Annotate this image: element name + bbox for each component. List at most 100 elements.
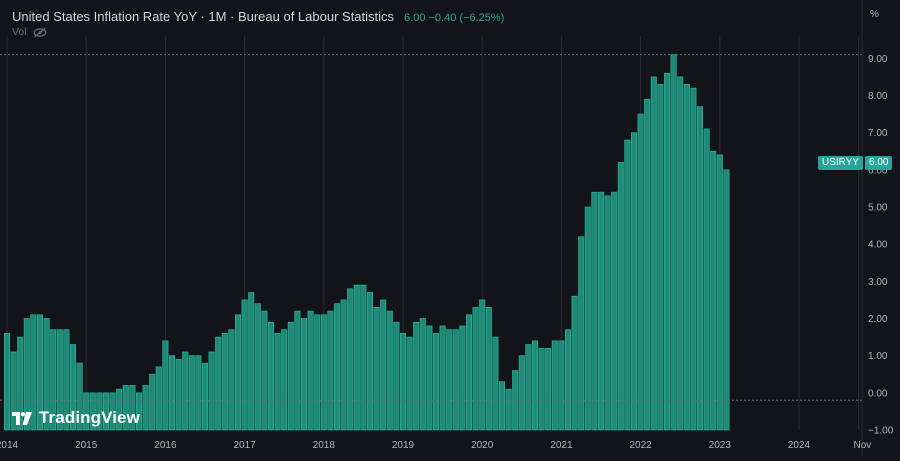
bar <box>307 310 314 431</box>
bar <box>188 355 195 431</box>
y-tick-label: 5.00 <box>868 202 888 213</box>
bar <box>545 347 552 431</box>
x-tick-label: Nov <box>854 440 872 451</box>
bar <box>380 299 387 431</box>
bar <box>485 307 492 431</box>
last-value-change: 6.00 −0.40 (−6.25%) <box>404 12 505 24</box>
bar <box>459 325 466 431</box>
bar <box>347 288 354 431</box>
bar <box>202 362 209 431</box>
bar <box>710 150 717 431</box>
bar <box>683 84 690 431</box>
y-tick-label: 2.00 <box>868 314 888 325</box>
y-tick-label: 9.00 <box>868 54 888 65</box>
x-tick-label: 2016 <box>154 440 177 451</box>
bar <box>63 329 70 431</box>
bar <box>690 87 697 431</box>
bar <box>617 162 624 431</box>
bar <box>703 128 710 431</box>
bar <box>518 355 525 431</box>
bar <box>215 336 222 431</box>
bar <box>281 329 288 431</box>
bar <box>564 329 571 431</box>
bar <box>551 340 558 431</box>
bar <box>525 344 532 431</box>
bar <box>122 385 129 431</box>
bar <box>142 385 149 431</box>
bar <box>261 310 268 431</box>
tradingview-icon <box>12 411 32 425</box>
bar <box>175 359 182 431</box>
y-tick-label: 1.00 <box>868 351 888 362</box>
bar <box>30 314 37 431</box>
bar <box>452 329 459 431</box>
bar <box>406 336 413 431</box>
symbol-title: United States Inflation Rate YoY · 1M · … <box>12 9 395 24</box>
x-tick-label: 2018 <box>313 440 336 451</box>
x-tick-label: 2017 <box>233 440 256 451</box>
x-tick-label: 2021 <box>550 440 573 451</box>
bar <box>300 318 307 431</box>
unit-label: % <box>870 9 879 20</box>
bar <box>505 388 512 431</box>
grid <box>6 36 859 430</box>
bar <box>333 303 340 431</box>
bar <box>650 76 657 431</box>
x-tick-label: 2024 <box>788 440 811 451</box>
bar <box>116 388 123 431</box>
bar <box>353 284 360 431</box>
bar <box>103 392 110 431</box>
bar <box>657 84 664 431</box>
bar <box>644 98 651 431</box>
bar <box>571 295 578 431</box>
bar <box>155 366 162 431</box>
bar <box>677 76 684 431</box>
bar <box>578 236 585 431</box>
x-axis: 2014 2015 2016 2017 2018 2019 2020 2021 2022 2023… <box>0 440 871 451</box>
bar <box>498 381 505 431</box>
bar <box>136 392 143 431</box>
y-tick-label: −1.00 <box>868 426 894 437</box>
x-tick-label: 2022 <box>629 440 652 451</box>
bar <box>611 191 618 431</box>
bar-series <box>4 54 730 431</box>
bar <box>426 325 433 431</box>
bar <box>162 340 169 431</box>
bar <box>241 299 248 431</box>
tradingview-logo[interactable]: TradingView <box>12 408 140 428</box>
bar <box>432 333 439 431</box>
bar <box>716 154 723 431</box>
bar <box>584 206 591 431</box>
bar <box>670 54 677 431</box>
bar <box>472 307 479 431</box>
bar <box>492 336 499 431</box>
bar <box>76 362 83 431</box>
bar <box>630 132 637 431</box>
bar <box>624 139 631 431</box>
bar <box>208 351 215 431</box>
bar <box>83 392 90 431</box>
bar <box>109 392 116 431</box>
bar <box>479 299 486 431</box>
bar <box>604 195 611 431</box>
bar <box>538 347 545 431</box>
bar <box>399 333 406 431</box>
vol-label: Vol <box>12 26 27 38</box>
bar <box>23 318 30 431</box>
bar <box>149 373 156 431</box>
bar <box>597 191 604 431</box>
bar <box>10 351 17 431</box>
eye-hidden-icon[interactable] <box>33 27 47 38</box>
bar <box>419 318 426 431</box>
bar <box>287 321 294 431</box>
x-tick-label: 2023 <box>709 440 732 451</box>
bar <box>36 314 43 431</box>
bar <box>235 314 242 431</box>
bar <box>386 310 393 431</box>
bar <box>320 314 327 431</box>
bar <box>327 310 334 431</box>
volume-indicator[interactable]: Vol <box>12 26 47 38</box>
bar <box>340 299 347 431</box>
